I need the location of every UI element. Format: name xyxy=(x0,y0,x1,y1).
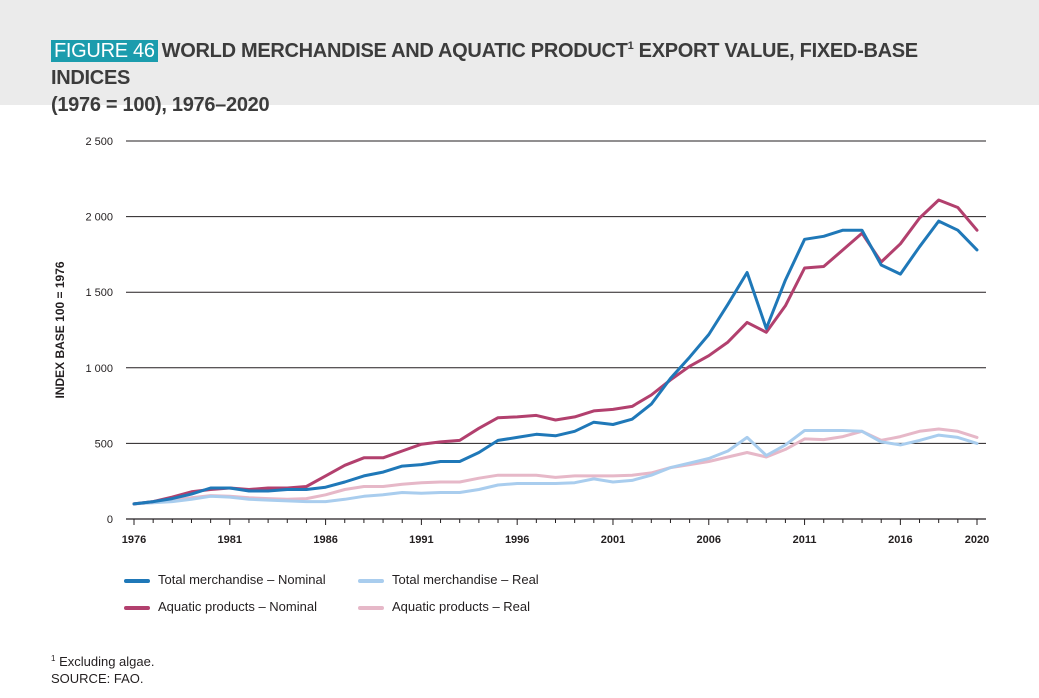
x-tick-label: 2011 xyxy=(793,534,817,546)
x-tick-label: 1986 xyxy=(313,534,337,546)
legend-label: Aquatic products – Real xyxy=(392,599,531,614)
legend-swatch xyxy=(124,605,150,610)
line-chart: 0 500 1 000 1 500 2 000 2 500 1976 1981 1986 199… xyxy=(53,136,989,546)
series-line-total-nominal xyxy=(132,219,979,506)
footnote: 1 Excluding algae. SOURCE: FAO. xyxy=(51,653,154,687)
x-tick-label: 1981 xyxy=(218,534,242,546)
source-line: SOURCE: FAO. xyxy=(51,671,144,686)
series-line-total-real xyxy=(132,429,979,506)
figure-header: FIGURE 46 WORLD MERCHANDISE AND AQUATIC P… xyxy=(0,0,1039,116)
series-line-aquatic-nominal xyxy=(132,198,979,506)
legend: Total merchandise – Nominal Total mercha… xyxy=(124,572,824,632)
y-tick-label: 2 500 xyxy=(85,136,113,148)
footnote-text: Excluding algae. xyxy=(55,654,155,669)
x-tick-label: 2016 xyxy=(888,534,912,546)
legend-item-total-real: Total merchandise – Real xyxy=(358,572,539,587)
figure-title: FIGURE 46 WORLD MERCHANDISE AND AQUATIC P… xyxy=(51,38,951,119)
gridlines xyxy=(126,140,986,444)
x-tick-label: 1996 xyxy=(505,534,529,546)
footnote-line: 1 Excluding algae. xyxy=(51,653,154,670)
x-tick-label: 2020 xyxy=(965,534,989,546)
y-tick-label: 0 xyxy=(107,514,113,526)
x-tick-labels: 1976 1981 1986 1991 1996 2001 2006 2011 2016 2020 xyxy=(122,534,989,546)
legend-item-aquatic-nominal: Aquatic products – Nominal xyxy=(124,599,317,614)
x-tick-label: 1991 xyxy=(409,534,433,546)
legend-swatch xyxy=(358,578,384,583)
title-main: WORLD MERCHANDISE AND AQUATIC PRODUCT xyxy=(161,40,628,62)
x-tick-label: 2006 xyxy=(697,534,721,546)
y-tick-labels: 0 500 1 000 1 500 2 000 2 500 xyxy=(85,136,113,526)
y-tick-label: 2 000 xyxy=(85,212,113,224)
series-line-aquatic-real xyxy=(132,427,979,506)
figure-tag: FIGURE 46 xyxy=(51,40,158,62)
legend-swatch xyxy=(124,578,150,583)
x-tick-label: 2001 xyxy=(601,534,625,546)
footnote-mark: 1 xyxy=(51,654,56,663)
title-rest: EXPORT VALUE, FIXED-BASE INDICES xyxy=(51,40,918,89)
series-lines xyxy=(132,198,979,506)
legend-swatch xyxy=(358,605,384,610)
title-line2: (1976 = 100), 1976–2020 xyxy=(51,94,270,116)
x-tick-label: 1976 xyxy=(122,534,146,546)
legend-label: Total merchandise – Nominal xyxy=(158,572,326,587)
x-axis xyxy=(126,518,986,525)
y-tick-label: 1 000 xyxy=(85,363,113,375)
y-axis-label: INDEX BASE 100 = 1976 xyxy=(53,261,67,398)
legend-label: Aquatic products – Nominal xyxy=(158,599,317,614)
y-tick-label: 500 xyxy=(95,438,113,450)
legend-item-aquatic-real: Aquatic products – Real xyxy=(358,599,530,614)
title-footnote-mark: 1 xyxy=(627,40,634,52)
legend-label: Total merchandise – Real xyxy=(392,572,539,587)
y-tick-label: 1 500 xyxy=(85,287,113,299)
legend-item-total-nominal: Total merchandise – Nominal xyxy=(124,572,326,587)
